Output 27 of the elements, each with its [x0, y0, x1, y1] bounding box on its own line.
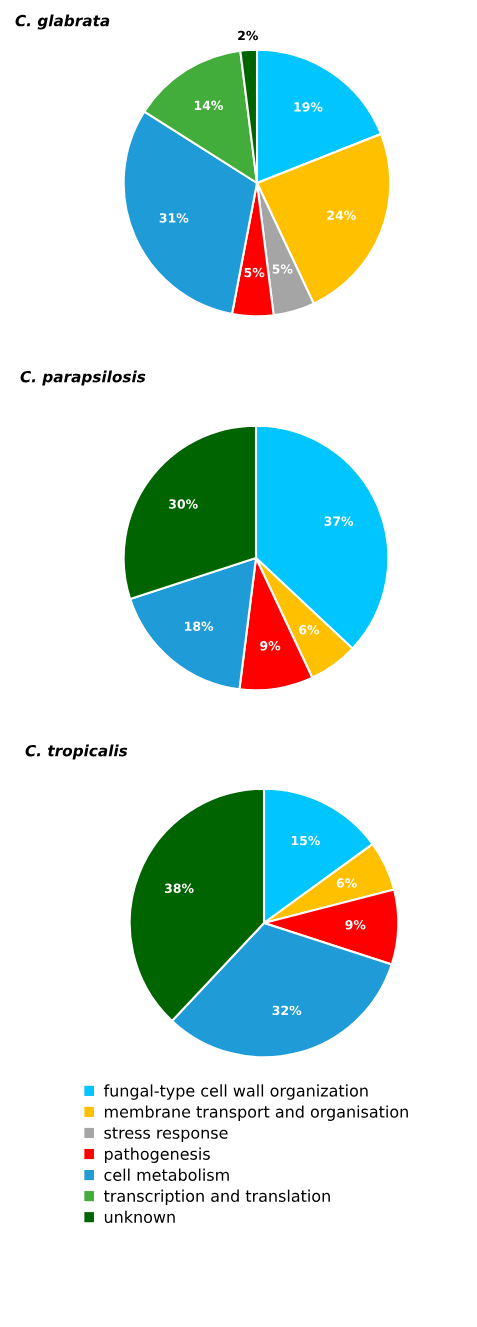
chart-title: C. glabrata — [15, 14, 110, 30]
legend-label: stress response — [104, 1127, 228, 1142]
legend-label: cell metabolism — [104, 1168, 229, 1181]
data-label: 19% — [294, 102, 323, 112]
data-label: 24% — [327, 210, 356, 220]
data-label: 38% — [164, 883, 194, 893]
data-label: 5% — [244, 267, 265, 278]
data-label: 31% — [159, 213, 189, 223]
data-label: 32% — [272, 1005, 302, 1016]
chart-title: C. tropicalis — [25, 744, 128, 760]
legend-label: unknown — [104, 1210, 175, 1224]
chart-title: C. parapsilosis — [20, 370, 146, 386]
legend-label: pathogenesis — [104, 1147, 210, 1163]
legend-label: transcription and translation — [103, 1189, 330, 1206]
data-label: 14% — [194, 100, 223, 111]
data-label: 37% — [324, 516, 354, 526]
data-label: 18% — [185, 621, 214, 631]
legend-label: membrane transport and organisation — [104, 1105, 408, 1121]
data-label: 2% — [238, 30, 258, 41]
data-label: 15% — [291, 835, 321, 846]
data-label: 6% — [336, 878, 357, 888]
data-label: 30% — [169, 499, 198, 509]
data-label: 6% — [299, 624, 320, 635]
data-label: 9% — [260, 641, 281, 651]
data-label: 5% — [272, 264, 293, 274]
data-label: 9% — [345, 920, 366, 930]
legend-label: fungal-type cell wall organization — [103, 1084, 368, 1100]
